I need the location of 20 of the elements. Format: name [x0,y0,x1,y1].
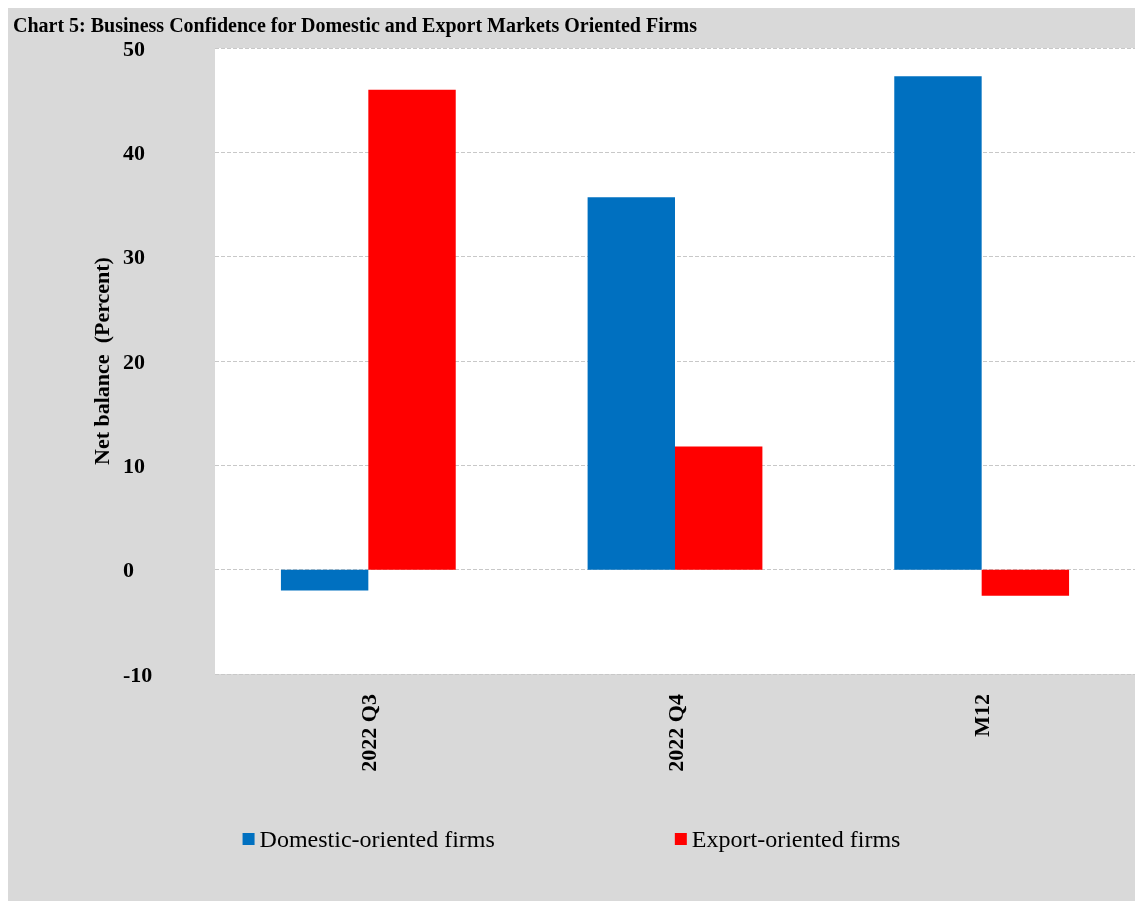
bar [981,569,1070,596]
chart-title: Chart 5: Business Confidence for Domestic and Export Markets Oriented Firms [13,14,698,37]
y-tick-label: 20 [123,348,145,374]
bar [587,197,675,570]
x-tick-label: M12 [969,694,995,737]
bar [894,76,982,570]
y-axis-title: Net balance (Percent) [88,257,114,465]
bar [368,89,456,570]
y-tick-label: 50 [123,35,145,61]
y-tick-label: 0 [123,557,134,583]
y-tick-label: 40 [123,139,145,165]
x-tick-label: 2022 Q4 [662,694,688,772]
bar [675,446,763,570]
legend-label: Export-oriented firms [691,826,901,852]
y-tick-label: -10 [123,661,153,687]
bar [280,569,369,591]
y-tick-label: 30 [123,244,145,270]
x-tick-label: 2022 Q3 [355,694,381,772]
y-tick-label: 10 [123,452,145,478]
legend-label: Domestic-oriented firms [259,826,495,852]
